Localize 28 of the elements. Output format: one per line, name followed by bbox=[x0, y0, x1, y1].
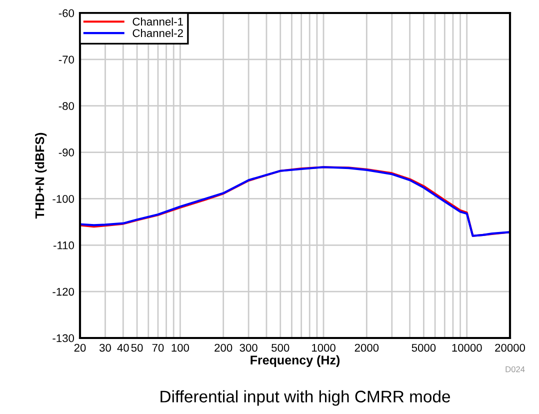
y-tick-label: -100 bbox=[52, 194, 74, 203]
y-tick-label: -70 bbox=[58, 56, 74, 64]
x-tick-label: 70 bbox=[152, 344, 164, 352]
y-tick-label: -110 bbox=[54, 241, 74, 250]
x-tick-label: 1000 bbox=[312, 344, 336, 352]
x-tick-label: 5000 bbox=[412, 344, 436, 352]
x-tick-label: 20000 bbox=[495, 344, 526, 352]
legend-label: Channel-1 bbox=[132, 17, 183, 26]
x-tick-label: 100 bbox=[172, 344, 190, 352]
text: Differential input with high CMRR mode bbox=[160, 390, 450, 406]
y-tick-label: -90 bbox=[58, 148, 74, 156]
text: D024 bbox=[506, 366, 525, 372]
x-axis-title: Frequency (Hz) bbox=[250, 355, 340, 367]
x-tick-label: 2000 bbox=[354, 344, 379, 352]
x-tick-label: 300 bbox=[240, 344, 258, 352]
x-tick-label: 10000 bbox=[452, 344, 482, 352]
x-tick-label: 500 bbox=[272, 344, 290, 352]
y-tick-label: -60 bbox=[58, 9, 74, 18]
x-tick-label: 50 bbox=[131, 344, 143, 352]
x-tick-label: 40 bbox=[117, 344, 129, 352]
x-tick-label: 200 bbox=[214, 344, 232, 352]
y-axis-title: THD+N (dBFS) bbox=[35, 132, 47, 219]
y-tick-label: -120 bbox=[52, 288, 74, 296]
legend-label: Channel-2 bbox=[132, 28, 183, 38]
x-tick-label: 30 bbox=[99, 344, 111, 352]
y-tick-label: -80 bbox=[58, 102, 74, 110]
y-tick-label: -130 bbox=[52, 334, 74, 342]
x-tick-label: 20 bbox=[74, 344, 86, 352]
